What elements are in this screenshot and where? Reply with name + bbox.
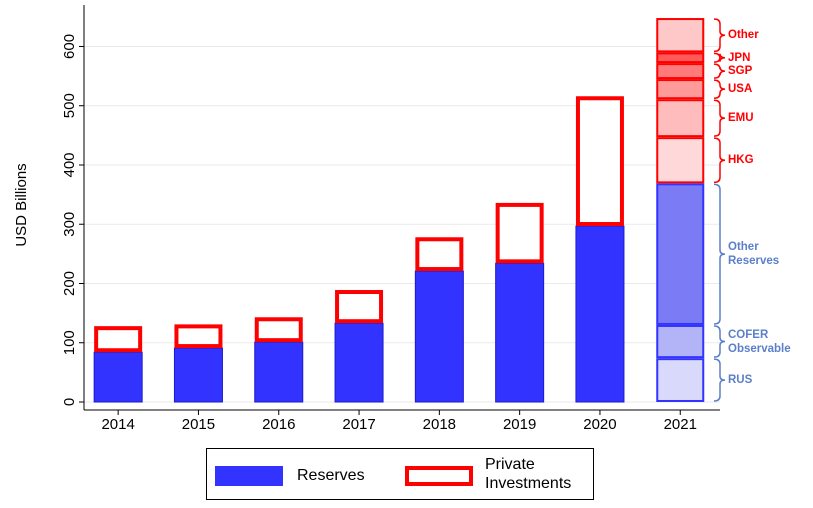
x-tick-label: 2014 — [101, 416, 134, 433]
x-tick-label: 2016 — [262, 416, 295, 433]
segment-bar — [656, 324, 705, 359]
x-tick-label: 2020 — [583, 416, 616, 433]
segment-bar — [656, 137, 705, 184]
segment-label-box: EMU — [728, 112, 754, 125]
segment-label-box: USA — [728, 83, 753, 96]
legend-swatch — [405, 466, 473, 486]
y-tick-label: 200 — [61, 271, 78, 296]
reserves-bar — [334, 322, 384, 403]
reserves-bar — [575, 225, 625, 403]
segment-label: RUS — [728, 374, 753, 387]
segment-label-box: JPN — [728, 51, 751, 64]
y-tick-label: 500 — [61, 93, 78, 118]
reserves-bar — [93, 351, 143, 403]
segment-label-box: COFER Observable — [728, 328, 791, 355]
reserves-bar — [495, 262, 545, 403]
x-tick-label: 2021 — [664, 416, 697, 433]
legend-label: Reserves — [297, 467, 365, 484]
y-axis-title: USD Billions — [13, 163, 30, 246]
reserves-bar — [173, 347, 223, 403]
segment-bar — [656, 99, 705, 138]
segment-label-box: HKG — [728, 154, 754, 167]
private-bar — [335, 290, 384, 324]
brace — [713, 183, 726, 325]
private-bar — [575, 96, 624, 227]
y-tick-label: 100 — [61, 330, 78, 355]
segment-bar — [656, 183, 705, 325]
brace — [713, 358, 726, 402]
segment-label: EMU — [728, 112, 754, 125]
segment-label: Other — [728, 29, 759, 42]
x-tick-label: 2015 — [182, 416, 215, 433]
reserves-bar — [414, 270, 464, 403]
segment-label: Other Reserves — [728, 241, 780, 268]
y-tick-label: 0 — [61, 398, 78, 406]
x-tick-label: 2019 — [503, 416, 536, 433]
segment-label: HKG — [728, 154, 754, 167]
chart: USD Billions 0 100 200 300 400 500 600 2014 2015… — [13, 5, 791, 433]
legend-swatch — [215, 466, 283, 486]
y-tick-label: 300 — [61, 212, 78, 237]
x-tick-label: 2017 — [342, 416, 375, 433]
private-bar — [94, 326, 143, 353]
segment-bar — [656, 358, 705, 403]
y-tick-label: 400 — [61, 152, 78, 177]
segment-label-box: Other Reserves — [728, 241, 780, 268]
x-tick-label: 2018 — [423, 416, 456, 433]
segment-bar — [656, 79, 705, 100]
brace — [713, 63, 726, 79]
brace — [713, 137, 726, 184]
brace — [713, 325, 726, 358]
brace — [713, 99, 726, 137]
segment-bar — [656, 18, 705, 53]
segment-label: USA — [728, 83, 753, 96]
brace — [713, 79, 726, 99]
segment-bar — [656, 63, 705, 80]
brace — [713, 52, 726, 63]
segment-label-box: RUS — [728, 374, 753, 387]
segment-label-box: Other — [728, 29, 759, 42]
private-bar — [254, 317, 303, 343]
segment-label-box: SGP — [728, 65, 753, 78]
brace — [713, 18, 726, 53]
private-bar — [174, 324, 223, 349]
legend: Reserves Private Investments — [206, 448, 594, 500]
private-bar — [415, 237, 464, 272]
y-tick-label: 600 — [61, 34, 78, 59]
segment-label: COFER Observable — [728, 328, 791, 355]
legend-label: Private Investments — [485, 456, 572, 492]
segment-bar — [656, 52, 705, 64]
private-bar — [495, 202, 544, 264]
segment-label: JPN — [728, 51, 751, 64]
segment-label: SGP — [728, 65, 753, 78]
reserves-bar — [254, 341, 304, 403]
